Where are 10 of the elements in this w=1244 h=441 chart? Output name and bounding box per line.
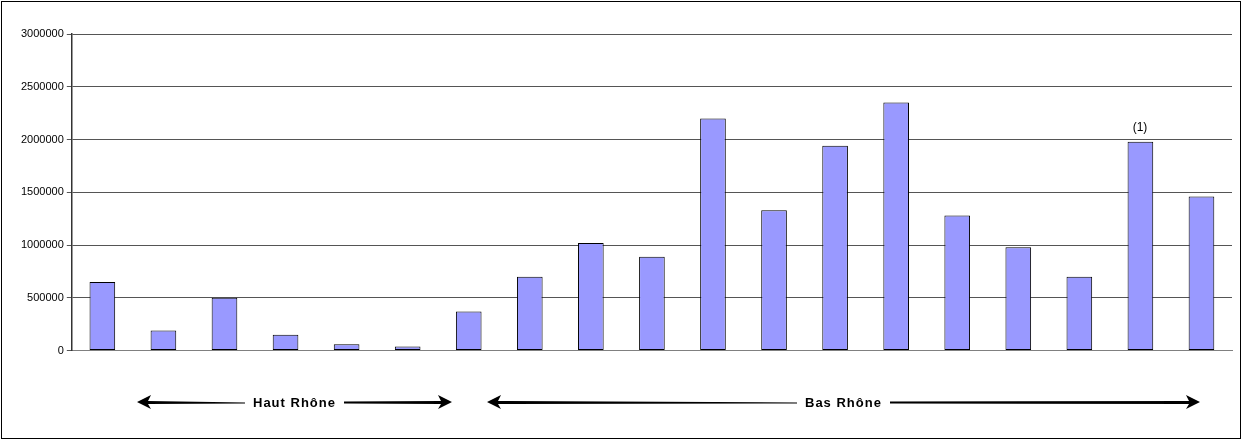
y-tick-label: 1000000	[21, 238, 64, 251]
y-tick-label: 0	[57, 343, 64, 356]
y-tick-label: 2000000	[21, 132, 64, 145]
y-tick-label: 2500000	[21, 79, 64, 92]
text: Bas Rhône	[804, 394, 883, 410]
annotation: (1)	[1131, 120, 1149, 134]
y-tick-label: 1500000	[21, 185, 64, 198]
text: Haut Rhône	[252, 394, 337, 410]
y-tick-label: 3000000	[21, 27, 64, 40]
y-tick-label: 500000	[27, 290, 64, 303]
